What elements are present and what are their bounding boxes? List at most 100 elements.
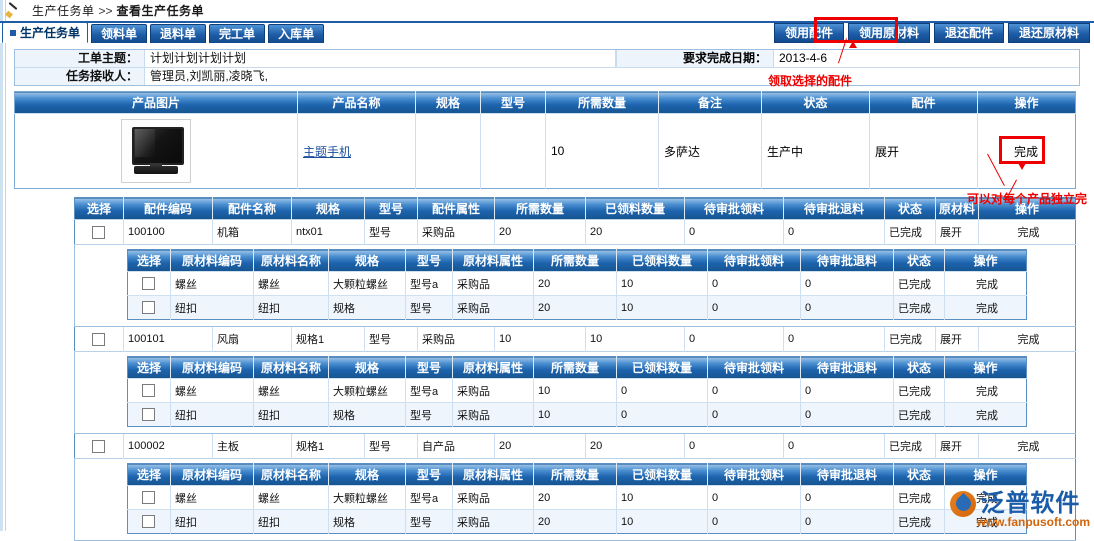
use-parts-button[interactable]: 领用配件 (773, 23, 844, 43)
return-raw-material-button[interactable]: 退还原材料 (1007, 23, 1090, 43)
receiver-label: 任务接收人： (15, 68, 145, 85)
return-parts-button[interactable]: 退还配件 (933, 23, 1004, 43)
col-m-select: 选择 (127, 249, 171, 272)
material-checkbox[interactable] (142, 301, 155, 314)
material-table-body: 螺丝 螺丝 大颗粒螺丝 型号a 采购品 20 10 0 0 (127, 271, 1027, 320)
part-pending-get-cell: 0 (684, 433, 784, 459)
m-spec-cell: 规格 (328, 509, 406, 534)
table-row: 主题手机 10 多萨达 生产中 展开 完成 (14, 113, 1076, 189)
m-complete-button[interactable]: 完成 (944, 402, 1027, 427)
tab-label: 生产任务单 (20, 25, 81, 40)
material-table: 选择 原材料编码 原材料名称 规格 型号 原材料属性 所需数量 已领料数量 待审 (127, 356, 1027, 427)
part-complete-button[interactable]: 完成 (978, 219, 1076, 245)
part-checkbox[interactable] (92, 225, 105, 239)
material-checkbox[interactable] (142, 408, 155, 421)
material-subtable-holder: 选择 原材料编码 原材料名称 规格 型号 原材料属性 所需数量 已领料数量 待审 (74, 351, 1076, 434)
monitor-thumbnail-icon (120, 119, 191, 183)
part-got-cell: 10 (585, 326, 685, 352)
material-subtable-holder: 选择 原材料编码 原材料名称 规格 型号 原材料属性 所需数量 已领料数量 待审 (74, 458, 1076, 541)
m-spec-cell: 规格 (328, 295, 406, 320)
part-checkbox[interactable] (92, 439, 105, 453)
col-m-action: 操作 (944, 356, 1027, 379)
m-got-cell: 10 (616, 295, 708, 320)
use-raw-material-button[interactable]: 领用原材料 (847, 23, 930, 43)
m-got-cell: 10 (616, 485, 708, 510)
part-status-cell: 已完成 (884, 219, 936, 245)
part-complete-button[interactable]: 完成 (978, 433, 1076, 459)
m-code-cell: 纽扣 (170, 295, 254, 320)
product-expand-parts-link[interactable]: 展开 (869, 113, 978, 189)
top-action-buttons: 领用配件 领用原材料 退还配件 退还原材料 (770, 23, 1090, 43)
product-name-link[interactable]: 主题手机 (303, 144, 352, 159)
material-checkbox[interactable] (142, 384, 155, 397)
part-got-cell: 20 (585, 433, 685, 459)
col-m-action: 操作 (944, 463, 1027, 486)
col-m-code: 原材料编码 (170, 463, 254, 486)
logo-name: 泛普软件 (980, 490, 1081, 517)
material-table: 选择 原材料编码 原材料名称 规格 型号 原材料属性 所需数量 已领料数量 待审 (127, 463, 1027, 534)
material-header-row: 选择 原材料编码 原材料名称 规格 型号 原材料属性 所需数量 已领料数量 待审 (127, 356, 1027, 379)
tab-material-requisition[interactable]: 领料单 (91, 24, 148, 43)
col-part-got: 已领料数量 (585, 197, 685, 220)
part-expand-material-link[interactable]: 展开 (935, 326, 979, 352)
subject-label: 工单主题： (15, 50, 145, 67)
part-need-cell: 20 (494, 219, 586, 245)
col-part-spec: 规格 (291, 197, 365, 220)
breadcrumb-parent[interactable]: 生产任务单 (32, 4, 95, 18)
part-checkbox[interactable] (92, 332, 105, 346)
part-complete-button[interactable]: 完成 (978, 326, 1076, 352)
material-subrow-container: 选择 原材料编码 原材料名称 规格 型号 原材料属性 所需数量 已领料数量 待审 (74, 351, 1076, 434)
tab-material-return[interactable]: 退料单 (150, 24, 207, 43)
material-checkbox[interactable] (142, 515, 155, 528)
m-pending-get-cell: 0 (707, 509, 801, 534)
col-m-pending-return: 待审批退料 (800, 249, 894, 272)
table-row: 纽扣 纽扣 规格 型号 采购品 10 0 0 0 (127, 402, 1027, 427)
part-spec-cell: 规格1 (291, 326, 365, 352)
m-pending-get-cell: 0 (707, 402, 801, 427)
col-select: 选择 (74, 197, 124, 220)
tab-production-order[interactable]: 生产任务单 (2, 22, 89, 43)
part-model-cell: 型号 (364, 433, 418, 459)
part-expand-material-link[interactable]: 展开 (935, 219, 979, 245)
part-expand-material-link[interactable]: 展开 (935, 433, 979, 459)
m-spec-cell: 规格 (328, 402, 406, 427)
m-select-cell (127, 485, 171, 510)
material-subtable-holder: 选择 原材料编码 原材料名称 规格 型号 原材料属性 所需数量 已领料数量 待审 (74, 244, 1076, 327)
left-edge-divider (5, 0, 6, 531)
annotation-use-parts: 领取选择的配件 (768, 74, 853, 88)
tab-completion-order[interactable]: 完工单 (209, 24, 266, 43)
m-select-cell (127, 271, 171, 296)
m-need-cell: 20 (533, 485, 617, 510)
tab-stock-in-order[interactable]: 入库单 (268, 24, 325, 43)
m-select-cell (127, 295, 171, 320)
m-complete-button[interactable]: 完成 (944, 295, 1027, 320)
product-complete-button[interactable]: 完成 (977, 113, 1076, 189)
col-part-need: 所需数量 (494, 197, 586, 220)
col-model: 型号 (480, 91, 546, 114)
col-part-material: 原材料 (935, 197, 979, 220)
m-complete-button[interactable]: 完成 (944, 271, 1027, 296)
m-got-cell: 10 (616, 509, 708, 534)
m-need-cell: 20 (533, 271, 617, 296)
material-checkbox[interactable] (142, 277, 155, 290)
col-m-need: 所需数量 (533, 463, 617, 486)
m-attr-cell: 采购品 (452, 378, 534, 403)
breadcrumb-current: 查看生产任务单 (116, 4, 205, 18)
material-checkbox[interactable] (142, 491, 155, 504)
part-select-cell (74, 326, 124, 352)
m-status-cell: 已完成 (893, 402, 945, 427)
col-part-pending-return: 待审批退料 (783, 197, 885, 220)
col-m-action: 操作 (944, 249, 1027, 272)
table-row: 100101 风扇 规格1 型号 采购品 10 10 0 0 已完成 展开 完成 (74, 326, 1076, 352)
part-select-cell (74, 433, 124, 459)
col-parts: 配件 (869, 91, 978, 114)
part-pending-return-cell: 0 (783, 433, 885, 459)
part-status-cell: 已完成 (884, 326, 936, 352)
m-pending-get-cell: 0 (707, 485, 801, 510)
col-status: 状态 (761, 91, 870, 114)
m-model-cell: 型号 (405, 509, 453, 534)
col-part-attr: 配件属性 (417, 197, 495, 220)
breadcrumb-separator: >> (98, 3, 113, 18)
m-complete-button[interactable]: 完成 (944, 378, 1027, 403)
